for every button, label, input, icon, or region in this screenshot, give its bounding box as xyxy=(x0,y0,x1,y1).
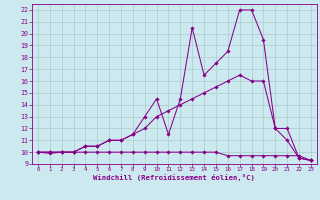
X-axis label: Windchill (Refroidissement éolien,°C): Windchill (Refroidissement éolien,°C) xyxy=(93,174,255,181)
